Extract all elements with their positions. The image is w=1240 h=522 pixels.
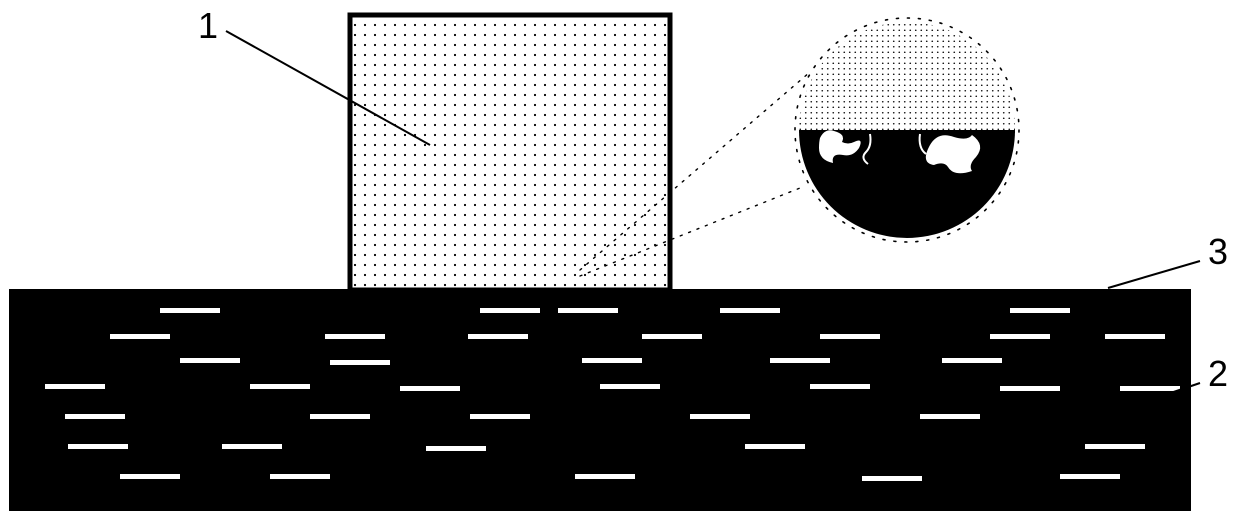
top-block	[350, 15, 670, 290]
leader-line-3	[1108, 261, 1200, 288]
label-2: 2	[1208, 353, 1228, 394]
label-1: 1	[198, 5, 218, 46]
inset-magnifier	[795, 18, 1019, 242]
label-3: 3	[1208, 231, 1228, 272]
